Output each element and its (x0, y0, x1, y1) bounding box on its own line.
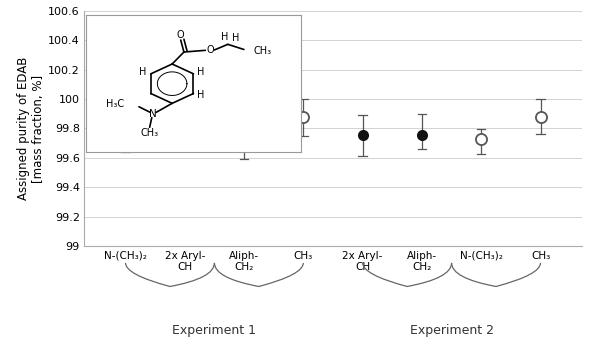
Y-axis label: Assigned purity of EDAB
[mass fraction, %]: Assigned purity of EDAB [mass fraction, … (17, 57, 46, 200)
Text: Experiment 1: Experiment 1 (172, 324, 256, 337)
Text: Experiment 2: Experiment 2 (410, 324, 494, 337)
